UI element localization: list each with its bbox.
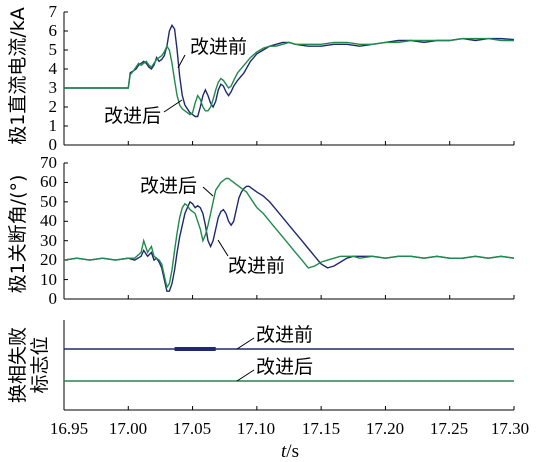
- current-y-label: 极1直流电流/kA: [7, 7, 29, 145]
- current-x-tick-marks: [64, 141, 514, 145]
- y-tick-label: 40: [40, 211, 57, 230]
- annotation-after: 改进后: [104, 105, 161, 127]
- y-tick-label: 0: [49, 289, 58, 308]
- annotation-before: 改进前: [228, 255, 285, 277]
- y-tick-label: 60: [40, 172, 57, 191]
- y-tick-label: 7: [49, 2, 58, 21]
- angle-x-tick-marks: [64, 295, 514, 299]
- current-series-before: [64, 25, 514, 116]
- leader-line: [164, 100, 182, 112]
- y-tick-label: 20: [40, 250, 57, 269]
- y-tick-label: 30: [40, 231, 57, 250]
- leader-line: [178, 55, 185, 68]
- annotation-before: 改进前: [256, 324, 313, 346]
- x-tick-labels: 16.95 17.00 17.05 17.10 17.15 17.20 17.2…: [50, 419, 529, 438]
- x-tick-label: 17.10: [237, 419, 275, 438]
- y-tick-label: 3: [49, 78, 58, 97]
- y-tick-label: 2: [49, 97, 58, 116]
- y-tick-label: 70: [40, 153, 57, 172]
- current-series-after: [64, 39, 514, 115]
- leader-line: [237, 338, 254, 349]
- angle-y-label: 极1关断角/(°): [7, 175, 29, 294]
- y-tick-label: 6: [49, 21, 58, 40]
- flag-x-tick-marks: [64, 406, 514, 410]
- x-tick-label: 17.05: [173, 419, 211, 438]
- flag-y-label-line1: 换相失败: [7, 327, 29, 403]
- y-tick-label: 10: [40, 270, 57, 289]
- x-tick-label: 17.15: [302, 419, 340, 438]
- annotation-after: 改进后: [256, 356, 313, 378]
- y-tick-label: 4: [49, 59, 58, 78]
- x-tick-label: 17.00: [109, 419, 147, 438]
- angle-y-ticks: 0 10 20 30 40 50 60 70: [40, 153, 57, 308]
- angle-y-tick-marks: [64, 163, 68, 299]
- y-tick-label: 0: [49, 135, 58, 154]
- x-axis-label: t/s: [281, 441, 299, 462]
- y-tick-label: 1: [49, 116, 58, 135]
- leader-line: [237, 370, 254, 381]
- current-y-tick-marks: [64, 12, 68, 145]
- x-tick-label: 17.30: [491, 419, 529, 438]
- angle-axes: [64, 163, 514, 299]
- angle-series-after: [64, 179, 514, 288]
- annotation-before: 改进前: [190, 36, 247, 58]
- x-tick-label: 17.25: [430, 419, 468, 438]
- y-tick-label: 50: [40, 192, 57, 211]
- x-tick-label: 17.20: [366, 419, 404, 438]
- flag-y-label-line2: 标志位: [29, 336, 51, 393]
- x-axis-unit: /s: [286, 441, 299, 462]
- angle-series-before: [64, 186, 514, 291]
- annotation-after: 改进后: [140, 175, 197, 197]
- leader-line: [218, 240, 228, 256]
- y-tick-label: 5: [49, 40, 58, 59]
- leader-line: [203, 187, 213, 196]
- current-y-ticks: 0 1 2 3 4 5 6 7: [49, 2, 58, 154]
- angle-panel: 极1关断角/(°) 0 10 20 30 40 50 60 70 改进后 改进前: [7, 153, 514, 308]
- current-panel: 极1直流电流/kA 0 1 2 3 4 5 6 7 改进前 改进后: [7, 2, 514, 154]
- x-tick-label: 16.95: [50, 419, 88, 438]
- flag-panel: 换相失败 标志位 改进前 改进后 16.95 17.00 17.05 17.10…: [7, 320, 529, 462]
